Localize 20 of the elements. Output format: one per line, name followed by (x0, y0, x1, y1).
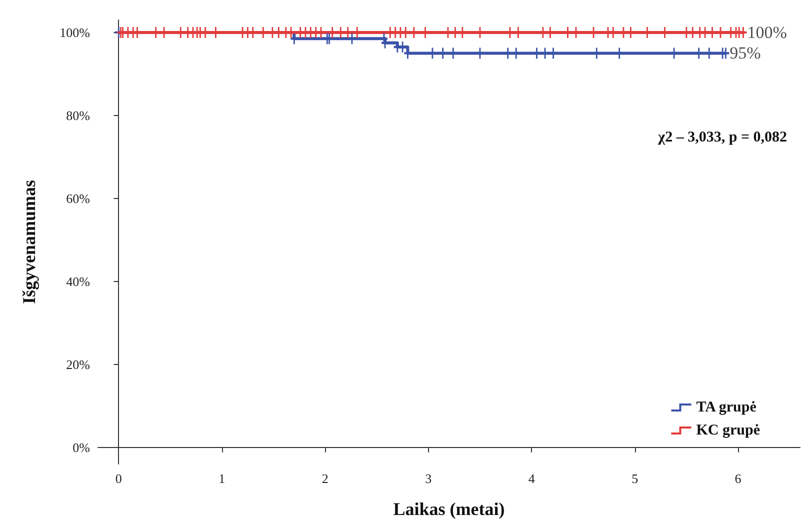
x-tick-label: 1 (218, 471, 226, 486)
legend-label: KC grupė (696, 422, 760, 438)
y-tick-label: 60% (66, 190, 90, 206)
legend-label: TA grupė (696, 400, 757, 416)
annotation: 100% (747, 22, 787, 42)
y-tick-label: 100% (60, 24, 90, 40)
x-axis-title: Laikas (metai) (393, 499, 505, 519)
x-tick-label: 0 (115, 471, 122, 486)
x-tick-label: 4 (528, 471, 536, 486)
y-axis-title: Išgyvenamumas (19, 180, 39, 304)
y-tick-label: 0% (72, 440, 90, 455)
y-tick-label: 40% (66, 274, 90, 289)
x-tick-label: 3 (425, 471, 432, 486)
annotation: χ2 – 3,033, p = 0,082 (657, 130, 788, 146)
x-tick-label: 6 (734, 471, 742, 486)
annotation: 95% (730, 44, 761, 63)
x-tick-label: 5 (632, 471, 638, 486)
y-tick-label: 20% (66, 356, 90, 372)
x-tick-label: 2 (322, 471, 328, 486)
y-tick-label: 80% (66, 108, 90, 123)
